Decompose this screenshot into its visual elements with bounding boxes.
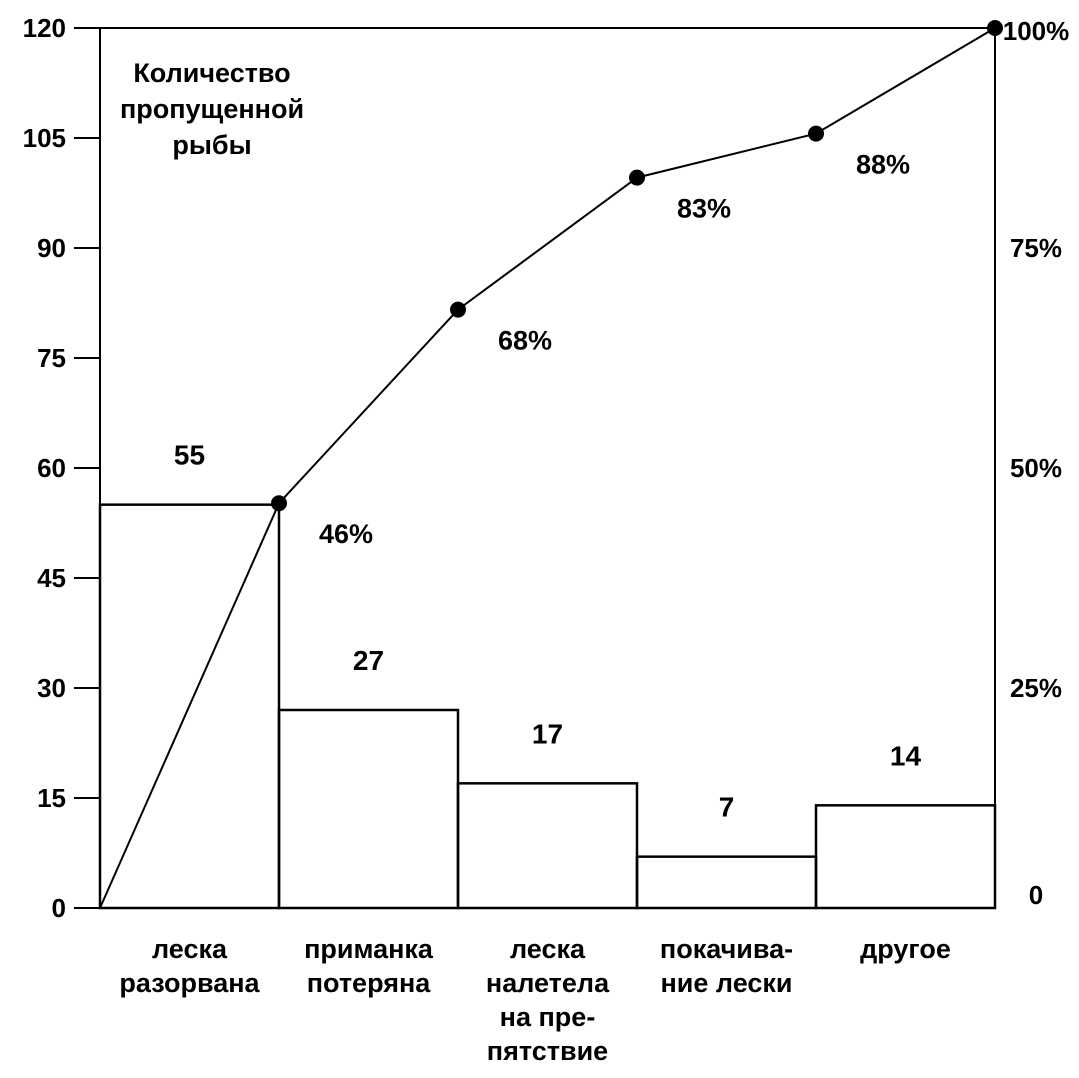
y-tick-label: 45	[37, 563, 66, 593]
y2-tick-label: 100%	[1003, 16, 1070, 46]
y2-tick-label: 25%	[1010, 673, 1062, 703]
cumulative-percent-label: 83%	[677, 194, 731, 224]
y-tick-label: 30	[37, 673, 66, 703]
chart-bars	[98, 503, 997, 910]
y-tick-label: 0	[52, 893, 66, 923]
cumulative-point	[808, 125, 824, 142]
cumulative-percent-label: 46%	[319, 519, 373, 549]
y2-tick-label: 0	[1029, 880, 1043, 910]
bar-value-label: 55	[174, 440, 205, 471]
cumulative-point	[271, 495, 287, 512]
bar	[635, 855, 818, 910]
y-tick-label: 90	[37, 233, 66, 263]
cumulative-line	[99, 27, 996, 909]
chart-axes: 0 15 30 45 60 75 90 105 120 0 25% 50% 75% 100%	[23, 13, 1070, 923]
y-tick-label: 15	[37, 783, 66, 813]
bar-value-label: 27	[353, 645, 384, 676]
category-label: приманка потеряна	[304, 934, 434, 998]
y-tick-label: 75	[37, 343, 66, 373]
y-tick-label: 120	[23, 13, 66, 43]
category-label: леска налетела на пре-пятствие	[486, 934, 610, 1066]
cumulative-point	[629, 169, 645, 186]
category-label: другое	[860, 934, 951, 964]
cumulative-curve	[99, 20, 1003, 909]
chart-title: Количество пропущенной рыбы	[120, 58, 304, 160]
bar	[98, 503, 281, 910]
category-label: леска разорвана	[119, 934, 260, 998]
cumulative-point	[987, 20, 1003, 36]
y2-tick-label: 50%	[1010, 453, 1062, 483]
cumulative-percent-label: 68%	[498, 326, 552, 356]
bar	[456, 782, 639, 910]
y2-tick-label: 75%	[1010, 233, 1062, 263]
cumulative-point	[450, 301, 466, 318]
bar	[277, 708, 460, 910]
y-tick-label: 105	[23, 123, 66, 153]
category-label: покачива-ние лески	[660, 934, 793, 998]
bar-value-label: 7	[719, 792, 735, 823]
cumulative-percent-label: 88%	[856, 150, 910, 180]
bar-value-label: 14	[890, 740, 922, 771]
bar-value-label: 17	[532, 718, 563, 749]
chart-labels: 55 леска разорвана 27 приманка потеряна 17 леск…	[119, 58, 950, 1066]
bar	[814, 804, 997, 910]
y-tick-label: 60	[37, 453, 66, 483]
